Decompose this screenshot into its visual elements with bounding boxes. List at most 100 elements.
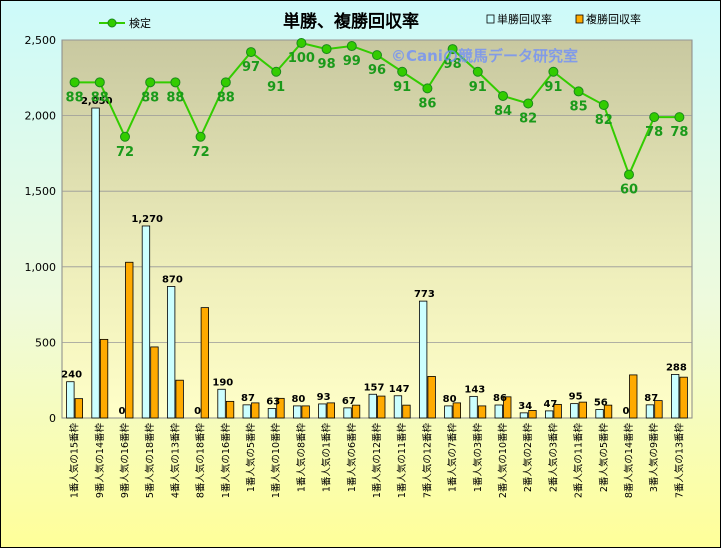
x-tick-label: 2番人気の10番枠 bbox=[497, 423, 509, 499]
kentei-value-label: 84 bbox=[494, 104, 512, 119]
kentei-point bbox=[120, 131, 130, 142]
kentei-value-label: 96 bbox=[368, 63, 386, 78]
bar-fukusho bbox=[477, 405, 487, 419]
bar-data-label: 773 bbox=[414, 289, 435, 300]
x-tick-label: 9番人気の16番枠 bbox=[119, 423, 131, 499]
bar-fukusho bbox=[503, 396, 512, 419]
x-tick-label: 4番人気の13番枠 bbox=[169, 423, 181, 499]
y-axis: 0 500 1,000 1,500 2,000 2,500 bbox=[25, 34, 57, 425]
bar-tansho bbox=[242, 404, 251, 419]
kentei-point bbox=[447, 44, 458, 55]
bar-tansho bbox=[217, 388, 226, 419]
bar-data-label: 95 bbox=[569, 392, 583, 403]
y-tick-label: 2,000 bbox=[25, 110, 57, 123]
bar-fukusho bbox=[99, 338, 109, 419]
y-tick-label: 0 bbox=[49, 412, 56, 425]
x-tick-label: 9番人気の14番枠 bbox=[94, 423, 106, 499]
bar-fukusho bbox=[603, 404, 613, 419]
bar-tansho bbox=[141, 225, 151, 419]
kentei-point bbox=[346, 41, 357, 52]
legend: 検定 単勝回収率 複勝回収率 bbox=[99, 12, 641, 30]
bar-tansho bbox=[393, 395, 403, 419]
x-tick-label: 1番人気の10番枠 bbox=[270, 423, 282, 499]
bar-fukusho bbox=[654, 400, 663, 419]
bar-fukusho bbox=[301, 405, 310, 419]
bar-data-label: 288 bbox=[666, 362, 687, 373]
y-tick-label: 1,000 bbox=[25, 261, 57, 274]
bar-tansho bbox=[91, 107, 100, 419]
kentei-value-label: 88 bbox=[141, 90, 159, 105]
kentei-point bbox=[598, 100, 609, 111]
bar-data-label: 240 bbox=[61, 370, 82, 381]
bar-fukusho bbox=[679, 376, 688, 419]
bar-data-label: 143 bbox=[464, 384, 485, 395]
x-tick-label: 1番人気の3番枠 bbox=[472, 423, 484, 493]
bar-fukusho bbox=[427, 376, 436, 419]
kentei-point bbox=[624, 169, 634, 180]
bar-fukusho bbox=[150, 346, 159, 419]
kentei-point bbox=[573, 86, 584, 97]
kentei-value-label: 99 bbox=[343, 54, 361, 69]
x-tick-label: 1番人気の15番枠 bbox=[69, 423, 81, 499]
bar-data-label: 0 bbox=[119, 406, 126, 417]
bar-tansho bbox=[545, 410, 554, 419]
bar-tansho bbox=[645, 404, 655, 419]
bar-tansho bbox=[671, 374, 680, 419]
bar-data-label: 1,270 bbox=[131, 214, 163, 225]
kentei-point bbox=[145, 77, 156, 88]
bar-data-label: 87 bbox=[644, 393, 658, 404]
kentei-point bbox=[195, 131, 206, 142]
kentei-point bbox=[271, 66, 282, 77]
bar-tansho bbox=[519, 412, 529, 419]
legend-line-marker bbox=[107, 18, 117, 28]
bar-data-label: 63 bbox=[266, 396, 280, 407]
x-tick-label: 8番人気の14番枠 bbox=[623, 423, 635, 499]
bar-tansho bbox=[292, 405, 302, 419]
kentei-value-label: 91 bbox=[393, 80, 411, 95]
bar-fukusho bbox=[351, 404, 361, 419]
bar-data-label: 2,050 bbox=[81, 96, 113, 107]
bar-tansho bbox=[469, 395, 478, 419]
x-tick-label: 7番人気の13番枠 bbox=[673, 423, 685, 499]
kentei-value-label: 86 bbox=[418, 96, 436, 111]
bar-tansho bbox=[595, 409, 604, 419]
kentei-value-label: 88 bbox=[166, 90, 184, 105]
y-tick-label: 1,500 bbox=[25, 185, 57, 198]
bar-data-label: 147 bbox=[389, 384, 410, 395]
bar-data-label: 87 bbox=[241, 393, 255, 404]
legend-swatch-fukusho bbox=[575, 14, 584, 24]
bar-fukusho bbox=[200, 307, 210, 419]
bar-fukusho bbox=[276, 397, 285, 419]
bar-data-label: 67 bbox=[342, 396, 356, 407]
kentei-value-label: 97 bbox=[242, 60, 260, 75]
y-tick-label: 500 bbox=[35, 336, 56, 349]
bar-tansho bbox=[166, 286, 176, 419]
bar-fukusho bbox=[402, 404, 411, 419]
watermark: ©Caniの競馬データ研究室 bbox=[391, 47, 578, 65]
bar-fukusho bbox=[326, 402, 336, 419]
legend-swatch-tansho bbox=[486, 14, 495, 24]
chart-title: 単勝、複勝回収率 bbox=[283, 11, 419, 32]
legend-label-fukusho: 複勝回収率 bbox=[586, 12, 641, 26]
bar-tansho bbox=[343, 407, 352, 419]
kentei-point bbox=[296, 38, 307, 49]
x-tick-label: 1番人気の7番枠 bbox=[447, 423, 459, 493]
kentei-value-label: 91 bbox=[469, 80, 487, 95]
x-tick-label: 1番人気の8番枠 bbox=[295, 423, 307, 493]
bar-tansho bbox=[494, 404, 503, 419]
bar-fukusho bbox=[175, 379, 184, 419]
kentei-value-label: 72 bbox=[192, 145, 210, 160]
x-tick-label: 2番人気の5番枠 bbox=[598, 423, 610, 493]
kentei-point bbox=[372, 50, 382, 61]
kentei-point bbox=[649, 112, 660, 123]
kentei-point bbox=[498, 90, 508, 101]
bar-tansho bbox=[267, 408, 277, 419]
x-tick-label: 5番人気の18番枠 bbox=[144, 423, 156, 499]
kentei-value-label: 91 bbox=[544, 80, 562, 95]
kentei-point bbox=[220, 77, 231, 88]
kentei-point bbox=[397, 66, 408, 77]
bar-fukusho bbox=[452, 402, 462, 419]
